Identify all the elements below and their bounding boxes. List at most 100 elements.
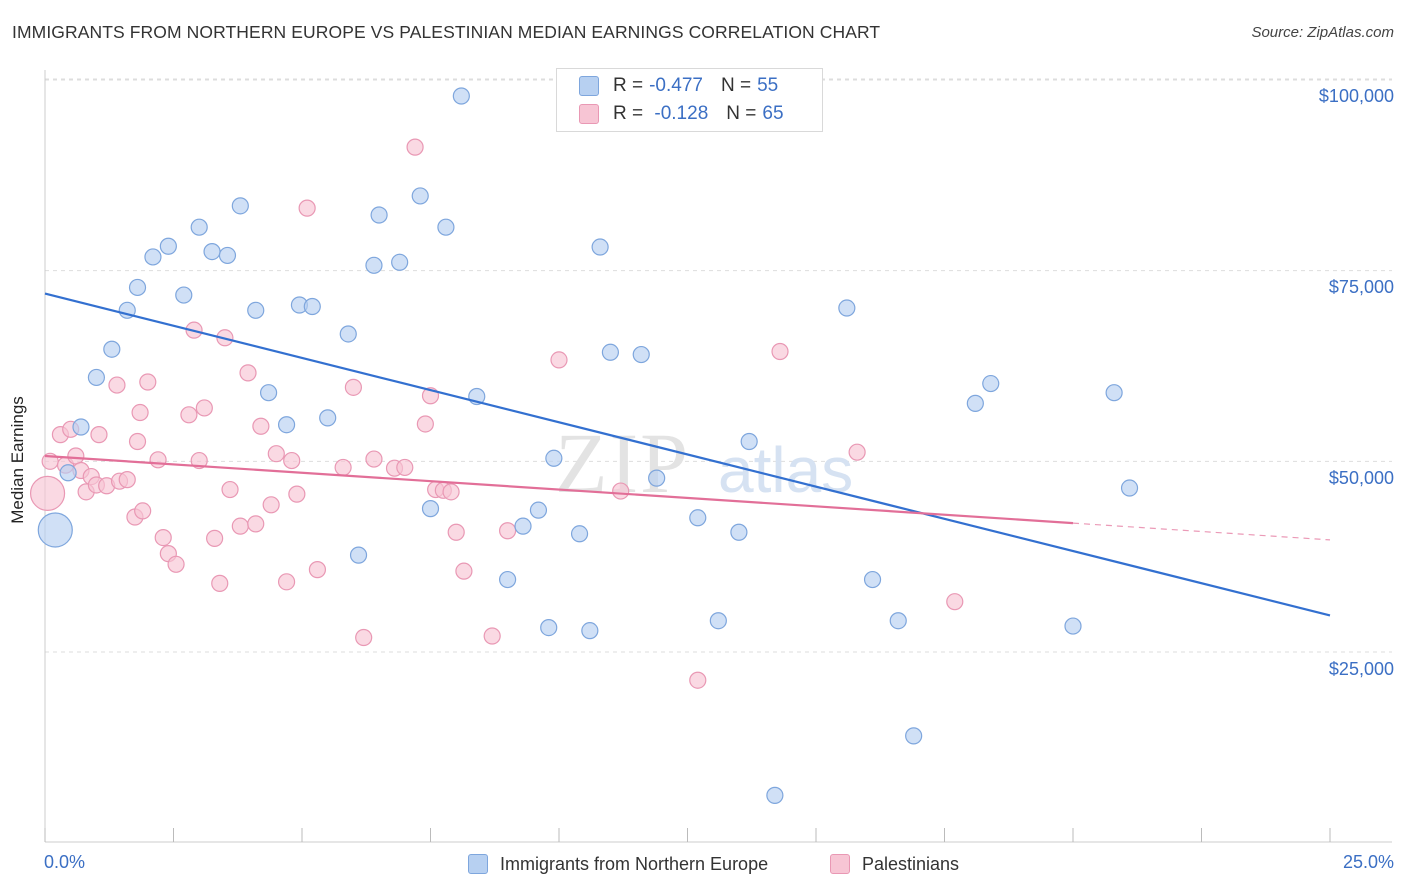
- data-point: [355, 628, 373, 647]
- data-point: [591, 238, 609, 256]
- data-point: [1064, 617, 1082, 635]
- data-point: [740, 432, 758, 451]
- data-point: [259, 384, 278, 402]
- data-point: [221, 480, 239, 499]
- data-point: [128, 278, 147, 297]
- data-point: [303, 297, 321, 316]
- data-point: [231, 197, 249, 215]
- data-point: [1105, 384, 1123, 402]
- data-point: [247, 515, 265, 533]
- data-point: [203, 243, 221, 261]
- data-point: [277, 416, 296, 434]
- stats-box: R = -0.477 N = 55 R = -0.128 N = 65: [556, 68, 823, 132]
- blue-swatch-icon: [579, 76, 599, 96]
- n-label: N =: [726, 103, 757, 124]
- data-point: [905, 727, 923, 745]
- data-point: [689, 509, 707, 527]
- legend-item-northern-europe[interactable]: Immigrants from Northern Europe: [468, 852, 768, 876]
- data-point: [442, 483, 460, 501]
- data-point: [529, 501, 548, 519]
- trend-line-blue: [44, 292, 1331, 617]
- data-point: [239, 364, 257, 382]
- data-point: [252, 417, 270, 435]
- data-point: [195, 399, 213, 417]
- data-point: [180, 406, 198, 424]
- data-point: [370, 206, 388, 224]
- data-point: [452, 87, 470, 105]
- watermark-atlas: atlas: [718, 434, 853, 506]
- data-point: [766, 786, 784, 804]
- data-point: [1120, 479, 1139, 497]
- data-point: [581, 622, 599, 640]
- watermark: ZIP atlas: [555, 415, 853, 511]
- data-point: [159, 237, 177, 255]
- legend-label: Immigrants from Northern Europe: [500, 853, 769, 874]
- trend-lines: [44, 292, 1331, 617]
- data-point: [103, 340, 121, 358]
- data-point: [391, 253, 409, 271]
- data-point: [108, 376, 126, 394]
- y-tick-label-25000: $25,000: [1328, 659, 1394, 679]
- r-label: R =: [613, 103, 644, 124]
- data-point: [838, 299, 856, 317]
- y-tick-label-50000: $50,000: [1328, 468, 1394, 488]
- y-tick-label-100000: $100,000: [1318, 86, 1394, 106]
- data-point: [283, 451, 301, 470]
- data-point: [339, 325, 357, 343]
- data-point: [545, 449, 563, 467]
- data-point: [396, 458, 414, 477]
- data-point: [334, 458, 352, 477]
- data-point: [455, 562, 473, 580]
- data-point: [211, 574, 229, 592]
- data-point: [131, 403, 149, 422]
- data-point: [344, 378, 362, 396]
- series-northern-europe: [37, 87, 1139, 804]
- legend-item-palestinians[interactable]: Palestinians: [830, 852, 959, 876]
- data-point: [298, 199, 316, 217]
- data-point: [499, 570, 517, 589]
- data-point: [262, 496, 280, 514]
- data-point: [139, 373, 157, 391]
- data-point: [144, 248, 162, 266]
- data-point: [540, 618, 558, 637]
- data-point: [447, 523, 465, 541]
- data-point: [87, 368, 106, 387]
- data-point: [689, 671, 707, 689]
- trend-line-pink: [44, 454, 1074, 525]
- data-point: [37, 512, 73, 548]
- data-point: [190, 451, 208, 470]
- stats-row-blue: R = -0.477 N = 55: [579, 71, 778, 101]
- data-point: [889, 612, 907, 630]
- data-point: [149, 451, 167, 469]
- pink-swatch-icon: [830, 854, 850, 874]
- data-point: [190, 218, 208, 236]
- data-point: [231, 517, 249, 535]
- data-point: [118, 471, 136, 489]
- data-point: [771, 342, 789, 361]
- data-point: [134, 502, 152, 520]
- data-point: [218, 246, 237, 265]
- data-point: [411, 187, 429, 205]
- chart-title: IMMIGRANTS FROM NORTHERN EUROPE VS PALES…: [12, 22, 881, 42]
- data-point: [267, 445, 285, 463]
- trend-line-extension-pink: [1072, 522, 1331, 541]
- data-point: [59, 464, 77, 482]
- x-tick-label-min: 0.0%: [44, 852, 86, 872]
- data-point: [206, 529, 224, 547]
- data-point: [848, 443, 866, 461]
- data-point: [154, 528, 172, 547]
- data-point: [29, 475, 66, 511]
- data-point: [416, 415, 434, 433]
- data-point: [128, 432, 147, 451]
- stats-row-pink: R = -0.128 N = 65: [579, 99, 784, 129]
- data-point: [570, 525, 589, 543]
- blue-swatch-icon: [468, 854, 488, 874]
- y-tick-label-75000: $75,000: [1328, 277, 1394, 297]
- data-point: [175, 286, 193, 304]
- data-point: [946, 593, 964, 611]
- data-point: [612, 482, 630, 500]
- pink-swatch-icon: [579, 104, 599, 124]
- n-value: 65: [762, 103, 784, 124]
- data-point: [319, 409, 337, 427]
